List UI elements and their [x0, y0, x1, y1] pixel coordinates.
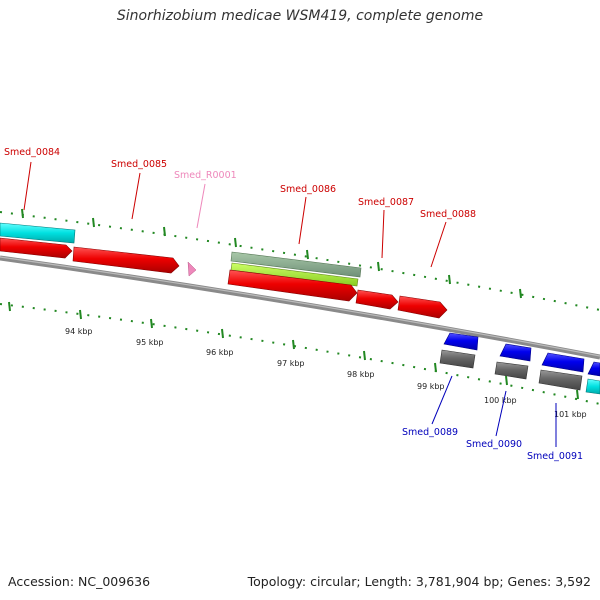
scale-label: 101 kbp [554, 410, 587, 419]
forward-strand-features [0, 222, 448, 319]
gene-label-smed-0089[interactable]: Smed_0089 [402, 427, 458, 438]
accession-text: Accession: NC_009636 [8, 574, 151, 589]
gene-label-smed-0084[interactable]: Smed_0084 [4, 147, 60, 158]
scale-labels: 94 kbp 95 kbp 96 kbp 97 kbp 98 kbp 99 kb… [65, 327, 587, 419]
scale-label: 97 kbp [277, 359, 305, 368]
scale-label: 98 kbp [347, 370, 375, 379]
gene-0086-arrow[interactable] [227, 269, 358, 302]
gene-0091-arrow[interactable] [541, 352, 585, 373]
gene-label-smed-0091[interactable]: Smed_0091 [527, 451, 583, 462]
page-title: Sinorhizobium medicae WSM419, complete g… [116, 8, 484, 24]
label-leaders [23, 161, 557, 447]
feature-0086-sage[interactable] [230, 251, 362, 278]
genome-summary-text: Topology: circular; Length: 3,781,904 bp… [247, 574, 591, 589]
repeat-region-right[interactable] [585, 378, 600, 395]
gene-label-smed-0086[interactable]: Smed_0086 [280, 184, 336, 195]
repeat-region-0084[interactable] [0, 222, 76, 244]
gene-0084-arrow[interactable] [0, 237, 73, 259]
upper-tick-track [0, 208, 600, 311]
gene-0085-arrow[interactable] [72, 246, 180, 274]
scale-label: 100 kbp [484, 396, 517, 405]
genome-backbone-highlight [0, 256, 600, 357]
scale-label: 99 kbp [417, 382, 445, 391]
gene-label-smed-0090[interactable]: Smed_0090 [466, 439, 522, 450]
scale-label: 96 kbp [206, 348, 234, 357]
scale-label: 94 kbp [65, 327, 93, 336]
gene-0087-arrow[interactable] [355, 289, 399, 310]
reverse-strand-features [439, 332, 600, 395]
scale-label: 95 kbp [136, 338, 164, 347]
genome-backbone [0, 255, 600, 360]
gene-0092-arrow[interactable] [587, 361, 600, 377]
gene-label-smed-r0001[interactable]: Smed_R0001 [174, 170, 237, 181]
gene-0088-arrow[interactable] [397, 295, 448, 319]
gene-r0001-arrow[interactable] [187, 261, 197, 277]
gene-0090-gray[interactable] [494, 361, 529, 380]
gene-label-smed-0088[interactable]: Smed_0088 [420, 209, 476, 220]
feature-0086-lime[interactable] [230, 262, 359, 287]
gene-label-smed-0085[interactable]: Smed_0085 [111, 159, 167, 170]
gene-label-smed-0087[interactable]: Smed_0087 [358, 197, 414, 208]
gene-0089-gray[interactable] [439, 349, 476, 369]
lower-tick-track [0, 301, 600, 405]
gene-0090-arrow[interactable] [499, 343, 532, 362]
gene-0091-gray[interactable] [538, 369, 583, 391]
gene-0089-arrow[interactable] [443, 332, 479, 351]
